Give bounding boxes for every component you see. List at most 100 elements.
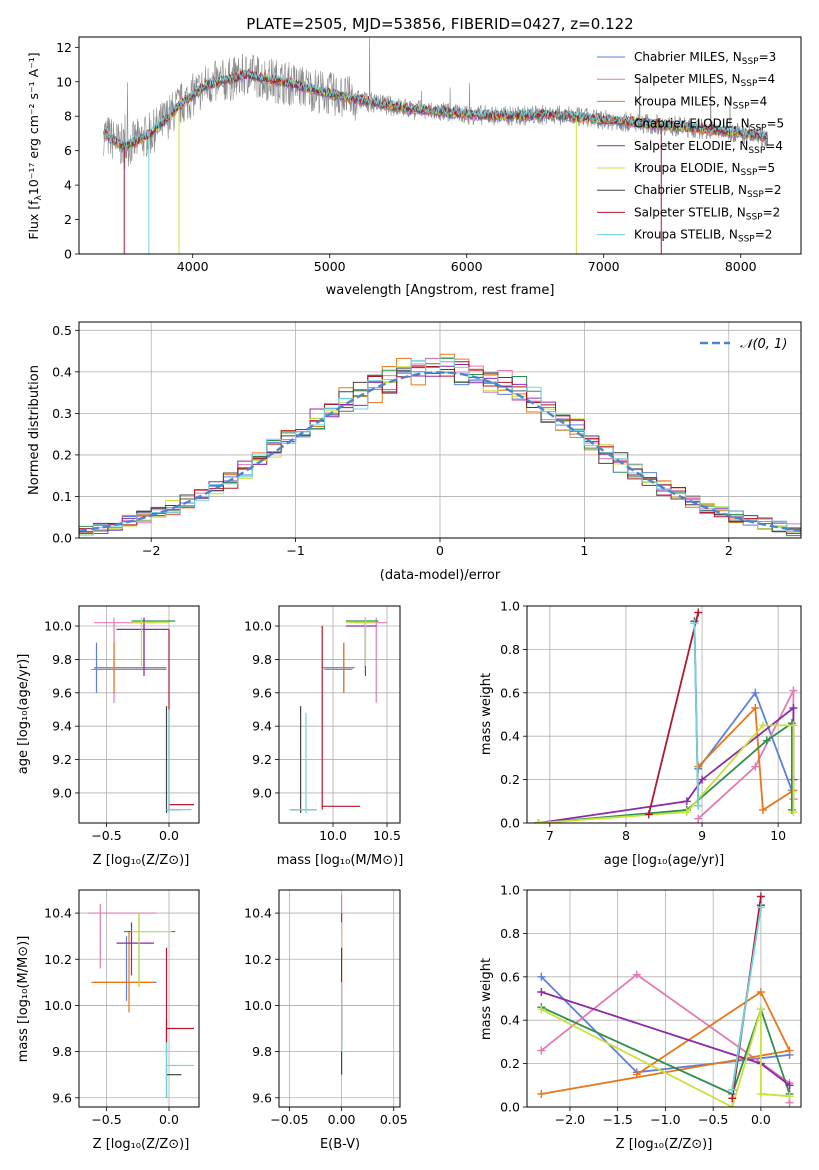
y-tick-label: 0.2 xyxy=(52,447,72,462)
y-tick-label: 9.6 xyxy=(52,1090,72,1105)
model-line-kroupa_stelib xyxy=(103,67,769,150)
weight-marker-salpeter_elodie xyxy=(785,1081,794,1090)
axes-mass_vs_ebv: −0.05 0.00 0.05 9.6 9.8 10.0 10.2 10.4 xyxy=(244,889,408,1127)
y-tick-label: 9.6 xyxy=(52,685,72,700)
x-tick-label: −2 xyxy=(142,543,160,558)
x-axis-label: (data-model)/error xyxy=(380,568,501,583)
weight-marker-salpeter_stelib xyxy=(644,810,653,819)
x-tick-label: −1.5 xyxy=(603,1112,633,1127)
legend-entry: Kroupa ELODIE, NSSP=5 xyxy=(634,161,775,178)
y-tick-label: 10 xyxy=(56,74,72,89)
weight-marker-salpeter_elodie xyxy=(789,703,798,712)
x-tick-label: −0.05 xyxy=(270,1112,308,1127)
x-tick-label: 8 xyxy=(622,828,630,843)
label-part: Kroupa MILES, N xyxy=(634,94,733,108)
axes-frame xyxy=(78,321,802,539)
x-axis-label: age [log₁₀(age/yr)] xyxy=(604,853,725,868)
weight-marker-salpeter_stelib xyxy=(694,608,703,617)
weight-marker-salpeter_miles xyxy=(632,970,641,979)
label-part: λ xyxy=(34,194,44,200)
y-tick-label: 9.8 xyxy=(52,652,72,667)
x-tick-label: −1.0 xyxy=(650,1112,680,1127)
x-tick-label: 6000 xyxy=(451,259,483,274)
y-tick-label: 10.0 xyxy=(244,998,272,1013)
legend-entry: Salpeter MILES, NSSP=4 xyxy=(634,72,775,89)
y-tick-label: 0.3 xyxy=(52,406,72,421)
x-axis-label: wavelength [Angstrom, rest frame] xyxy=(326,283,555,298)
legend-entry: Chabrier MILES, NSSP=3 xyxy=(634,50,776,67)
x-axis-label: Z [log₁₀(Z/Z⊙)] xyxy=(93,1137,190,1152)
weight-marker-salpeter_miles xyxy=(537,1046,546,1055)
label-part: SSP xyxy=(741,168,758,178)
weight-marker-salpeter_miles xyxy=(751,762,760,771)
weight-marker-kroupa_stelib xyxy=(694,801,703,810)
weight-marker-kroupa_elodie xyxy=(682,808,691,817)
weight-marker-kroupa_stelib xyxy=(728,1085,737,1094)
x-tick-label: 4000 xyxy=(177,259,209,274)
y-tick-label: 9.8 xyxy=(252,652,272,667)
weight-marker-kroupa_elodie xyxy=(785,1092,794,1101)
axes-age_vs_Z: −0.5 0.0 9.0 9.2 9.4 9.6 9.8 10.0 xyxy=(44,605,200,843)
weight-marker-kroupa_stelib xyxy=(690,619,699,628)
weight-line-kroupa_elodie xyxy=(538,724,795,823)
x-tick-label: 7000 xyxy=(588,259,620,274)
legend-entry: Chabrier STELIB, NSSP=2 xyxy=(634,183,782,200)
label-part: =4 xyxy=(765,139,783,153)
weight-line-kroupa_miles xyxy=(697,705,794,812)
label-part: SSP xyxy=(738,235,755,245)
y-tick-label: 0.0 xyxy=(52,531,72,546)
axes-age_vs_mass: 10.0 10.5 9.0 9.2 9.4 9.6 9.8 10.0 xyxy=(244,605,401,843)
y-tick-label: 2 xyxy=(64,212,72,227)
x-tick-label: 10 xyxy=(770,828,786,843)
y-tick-label: 10.2 xyxy=(244,952,272,967)
axes-frame xyxy=(78,889,200,1108)
y-tick-label: 8 xyxy=(64,109,72,124)
x-tick-label: −0.5 xyxy=(698,1112,728,1127)
y-tick-label: 0.0 xyxy=(500,1100,520,1115)
label-part: SSP xyxy=(748,146,765,156)
plot-area-weight_vs_Z xyxy=(537,892,794,1107)
y-tick-label: 1.0 xyxy=(500,883,520,898)
label-part: SSP xyxy=(733,101,750,111)
label-part: SSP xyxy=(741,79,758,89)
legend-entry: 𝒩(0, 1) xyxy=(740,337,787,352)
label-part: =2 xyxy=(763,205,781,219)
model-line-salpeter_stelib xyxy=(103,68,769,151)
axes-spectrum: 4000 5000 6000 7000 8000 0 2 4 6 8 10 12 xyxy=(56,36,802,274)
axes-residuals: −2 −1 0 1 2 0.0 0.1 0.2 0.3 0.4 0.5 xyxy=(52,321,802,558)
x-tick-label: 1 xyxy=(580,543,588,558)
x-tick-label: −1 xyxy=(286,543,304,558)
x-tick-label: 7 xyxy=(546,828,554,843)
weight-marker-salpeter_miles xyxy=(694,814,703,823)
label-part: Kroupa STELIB, N xyxy=(634,228,738,242)
label-part: Kroupa ELODIE, N xyxy=(634,161,741,175)
legend-entry: Kroupa MILES, NSSP=4 xyxy=(634,94,767,111)
plot-area-residuals xyxy=(79,353,801,538)
label-part: 10 xyxy=(26,179,41,195)
y-tick-label: 0 xyxy=(64,247,72,262)
weight-marker-salpeter_elodie xyxy=(682,797,691,806)
x-tick-label: 2 xyxy=(725,543,733,558)
label-part: SSP xyxy=(750,124,767,134)
label-part: ⁻¹⁷ erg cm⁻² s⁻¹ A⁻¹] xyxy=(26,52,41,179)
y-tick-label: 9.6 xyxy=(252,685,272,700)
y-tick-label: 9.2 xyxy=(252,752,272,767)
chart-title: PLATE=2505, MJD=53856, FIBERID=0427, z=0… xyxy=(246,15,633,33)
y-tick-label: 9.4 xyxy=(252,719,272,734)
weight-line-salpeter_stelib xyxy=(647,612,700,815)
y-tick-label: 10.4 xyxy=(244,906,272,921)
weight-marker-salpeter_elodie xyxy=(537,987,546,996)
plot-area-age_vs_mass xyxy=(289,617,388,813)
y-tick-label: 10.0 xyxy=(44,619,72,634)
weight-marker-kroupa_elodie xyxy=(756,1005,765,1014)
y-tick-label: 10.0 xyxy=(44,998,72,1013)
axes-frame xyxy=(78,605,200,824)
y-tick-label: 9.0 xyxy=(252,785,272,800)
label-part: SSP xyxy=(742,57,759,67)
y-tick-label: 9.8 xyxy=(52,1044,72,1059)
y-tick-label: 0.2 xyxy=(500,1056,520,1071)
weight-marker-kroupa_miles xyxy=(632,1070,641,1079)
y-axis-label: mass [log₁₀(M/M⊙)] xyxy=(16,936,31,1063)
legend: Chabrier MILES, NSSP=3 Salpeter MILES, NS… xyxy=(597,50,784,245)
